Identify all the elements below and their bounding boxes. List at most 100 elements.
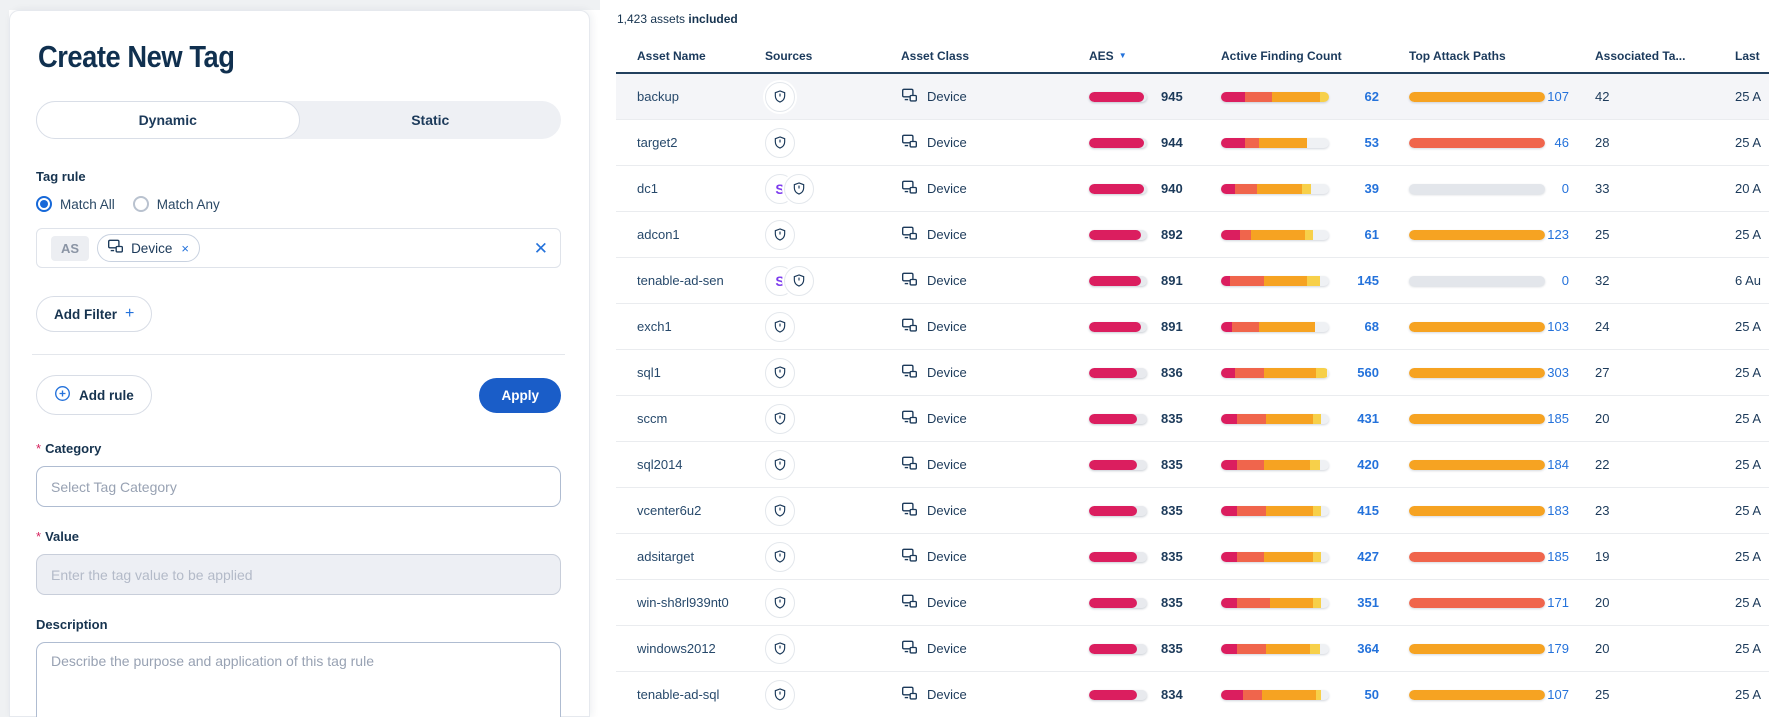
asset-name[interactable]: dc1 <box>637 181 658 196</box>
sources-cell <box>765 495 901 526</box>
attack-path-value[interactable]: 179 <box>1547 641 1569 656</box>
asset-name[interactable]: win-sh8rl939nt0 <box>637 595 729 610</box>
finding-count-value[interactable]: 560 <box>1357 365 1379 380</box>
finding-segment <box>1221 459 1238 470</box>
add-rule-button[interactable]: Add rule <box>36 375 152 415</box>
table-row[interactable]: sccm Device 835 431 185 20 25 A <box>616 396 1769 442</box>
asset-name[interactable]: sccm <box>637 411 668 426</box>
attack-path-fill <box>1409 643 1545 654</box>
match-mode-radios: Match All Match Any <box>36 196 561 212</box>
asset-name[interactable]: exch1 <box>637 319 672 334</box>
attack-path-value[interactable]: 46 <box>1554 135 1569 150</box>
column-header-top-attack-paths[interactable]: Top Attack Paths <box>1409 49 1506 63</box>
tab-static[interactable]: Static <box>411 112 450 128</box>
finding-count-bar <box>1221 137 1329 148</box>
device-icon <box>901 640 918 658</box>
asset-name[interactable]: tenable-ad-sen <box>637 273 724 288</box>
asset-name[interactable]: tenable-ad-sql <box>637 687 720 702</box>
aes-cell: 835 <box>1089 503 1221 518</box>
table-row[interactable]: sql1 Device 836 560 303 27 25 A <box>616 350 1769 396</box>
finding-count-value[interactable]: 53 <box>1364 135 1379 150</box>
asset-name[interactable]: target2 <box>637 135 678 150</box>
finding-segment <box>1266 643 1310 654</box>
table-row[interactable]: adcon1 Device 892 61 123 25 25 A <box>616 212 1769 258</box>
finding-count-value[interactable]: 431 <box>1357 411 1379 426</box>
asset-name[interactable]: adsitarget <box>637 549 695 564</box>
finding-count-value[interactable]: 61 <box>1364 227 1379 242</box>
rule-value-chip[interactable]: Device × <box>97 234 200 262</box>
finding-count-value[interactable]: 62 <box>1364 89 1379 104</box>
attack-path-value[interactable]: 303 <box>1547 365 1569 380</box>
description-textarea[interactable] <box>36 642 561 717</box>
table-row[interactable]: vcenter6u2 Device 835 415 183 23 25 A <box>616 488 1769 534</box>
attack-path-value[interactable]: 185 <box>1547 411 1569 426</box>
finding-count-bar <box>1221 413 1329 424</box>
asset-name[interactable]: windows2012 <box>637 641 716 656</box>
tab-dynamic[interactable]: Dynamic <box>36 101 300 139</box>
radio-match-all[interactable]: Match All <box>36 196 115 212</box>
asset-name[interactable]: adcon1 <box>637 227 680 242</box>
table-row[interactable]: dc1 S Device 940 39 0 33 20 A <box>616 166 1769 212</box>
table-row[interactable]: tenable-ad-sql Device 834 50 107 25 25 A <box>616 672 1769 717</box>
attack-path-value[interactable]: 0 <box>1561 181 1569 196</box>
column-header-aes[interactable]: AES ▼ <box>1089 49 1127 63</box>
aes-value: 835 <box>1161 411 1183 426</box>
column-header-asset-name[interactable]: Asset Name <box>637 49 706 63</box>
attack-path-value[interactable]: 185 <box>1547 549 1569 564</box>
asset-name[interactable]: backup <box>637 89 679 104</box>
asset-name[interactable]: sql2014 <box>637 457 683 472</box>
table-row[interactable]: target2 Device 944 53 46 28 25 A <box>616 120 1769 166</box>
finding-count-value[interactable]: 39 <box>1364 181 1379 196</box>
attack-path-value[interactable]: 171 <box>1547 595 1569 610</box>
apply-button[interactable]: Apply <box>479 377 561 413</box>
table-row[interactable]: sql2014 Device 835 420 184 22 25 A <box>616 442 1769 488</box>
asset-name[interactable]: sql1 <box>637 365 661 380</box>
column-header-associated-ta[interactable]: Associated Ta... <box>1595 49 1686 63</box>
table-row[interactable]: tenable-ad-sen S Device 891 145 0 32 6 Au <box>616 258 1769 304</box>
shield-icon <box>765 127 795 158</box>
aes-bar <box>1089 183 1147 194</box>
attack-path-value[interactable]: 103 <box>1547 319 1569 334</box>
table-row[interactable]: adsitarget Device 835 427 185 19 25 A <box>616 534 1769 580</box>
attack-path-value[interactable]: 184 <box>1547 457 1569 472</box>
column-header-last[interactable]: Last <box>1735 49 1760 63</box>
attack-path-value[interactable]: 123 <box>1547 227 1569 242</box>
rule-remove-icon[interactable]: ✕ <box>533 238 548 258</box>
finding-segment <box>1312 597 1322 608</box>
finding-count-value[interactable]: 415 <box>1357 503 1379 518</box>
finding-count-value[interactable]: 364 <box>1357 641 1379 656</box>
attack-path-fill <box>1409 689 1545 700</box>
category-input[interactable] <box>36 466 561 507</box>
attack-path-bar <box>1409 367 1545 378</box>
finding-count-value[interactable]: 427 <box>1357 549 1379 564</box>
table-row[interactable]: windows2012 Device 835 364 179 20 25 A <box>616 626 1769 672</box>
sources-cell <box>765 311 901 342</box>
chip-close-icon[interactable]: × <box>181 240 189 256</box>
finding-segment <box>1221 183 1236 194</box>
table-row[interactable]: backup Device 945 62 107 42 25 A <box>616 74 1769 120</box>
table-row[interactable]: win-sh8rl939nt0 Device 835 351 171 20 25 A <box>616 580 1769 626</box>
attack-path-value[interactable]: 183 <box>1547 503 1569 518</box>
finding-count-value[interactable]: 351 <box>1357 595 1379 610</box>
aes-value: 944 <box>1161 135 1183 150</box>
attack-path-value[interactable]: 107 <box>1547 89 1569 104</box>
active-finding-cell: 62 <box>1221 89 1409 104</box>
aes-bar <box>1089 689 1147 700</box>
column-header-asset-class[interactable]: Asset Class <box>901 49 970 63</box>
column-header-sources[interactable]: Sources <box>765 49 813 63</box>
finding-count-value[interactable]: 50 <box>1364 687 1379 702</box>
add-filter-button[interactable]: Add Filter + <box>36 296 153 332</box>
attack-path-fill <box>1409 137 1545 148</box>
attack-path-value[interactable]: 107 <box>1547 687 1569 702</box>
value-input[interactable] <box>36 554 561 595</box>
finding-segment <box>1301 183 1311 194</box>
column-header-active-finding-count[interactable]: Active Finding Count <box>1221 49 1342 63</box>
finding-count-value[interactable]: 420 <box>1357 457 1379 472</box>
attack-path-value[interactable]: 0 <box>1561 273 1569 288</box>
finding-count-value[interactable]: 145 <box>1357 273 1379 288</box>
finding-count-value[interactable]: 68 <box>1364 319 1379 334</box>
asset-name[interactable]: vcenter6u2 <box>637 503 702 518</box>
table-row[interactable]: exch1 Device 891 68 103 24 25 A <box>616 304 1769 350</box>
asset-class-cell: Device <box>901 88 1089 106</box>
radio-match-any[interactable]: Match Any <box>132 196 220 212</box>
